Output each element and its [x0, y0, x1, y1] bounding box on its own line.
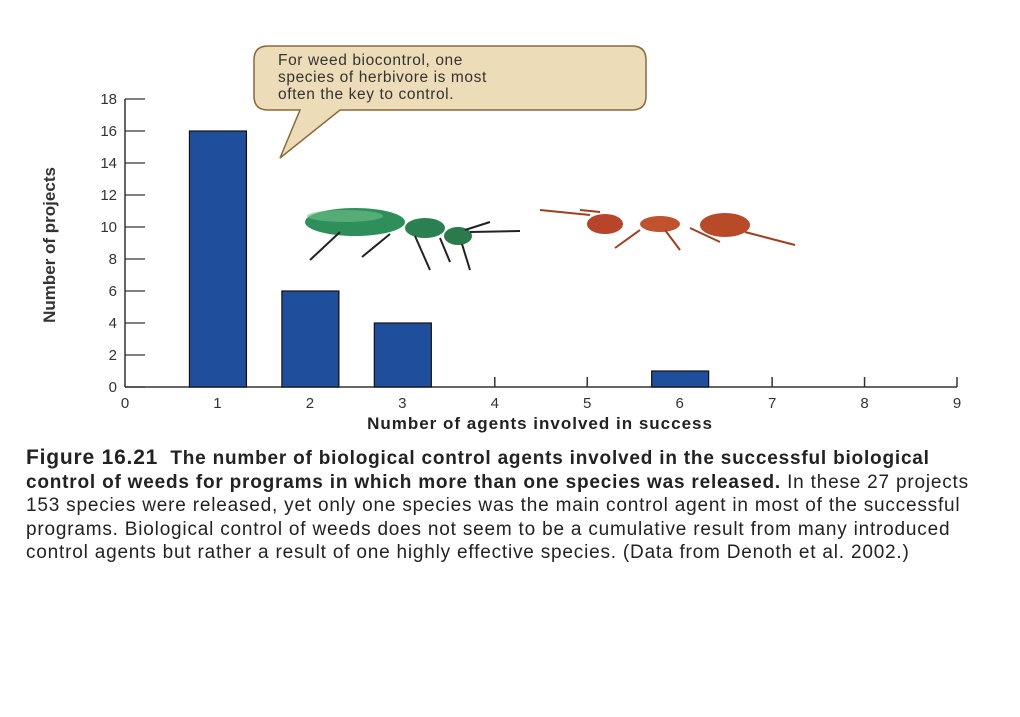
x-tick-label: 1: [213, 395, 221, 412]
bar-6: [651, 370, 710, 388]
figure-caption: Figure 16.21 The number of biological co…: [26, 446, 986, 565]
x-tick-label: 4: [491, 395, 499, 412]
beetle-icon: [305, 208, 521, 271]
axes: [124, 98, 958, 388]
bar-1: [188, 130, 248, 388]
callout-line: For weed biocontrol, one: [278, 52, 463, 69]
x-tick-label: 7: [768, 395, 776, 412]
figure-number: Figure 16.21: [26, 446, 159, 469]
y-tick-label: 18: [100, 91, 117, 108]
x-tick-label: 3: [398, 395, 406, 412]
x-tick-label: 0: [121, 395, 129, 412]
x-tick-label: 9: [953, 395, 961, 412]
x-tick-label: 8: [860, 395, 868, 412]
figure-body: In these 27 projects 153 species were re…: [26, 471, 969, 564]
x-axis-label: Number of agents involved in success: [367, 414, 713, 433]
x-tick-label: 6: [675, 395, 683, 412]
x-tick-labels: 0 1 2 3 4 5 6 7 8 9: [121, 395, 961, 412]
callout-bubble: [253, 45, 647, 159]
y-axis-label: Number of projects: [40, 167, 59, 323]
y-tick-label: 4: [109, 315, 117, 332]
callout-text: For weed biocontrol, one species of herb…: [278, 52, 487, 103]
y-tick-label: 2: [109, 347, 117, 364]
y-tick-label: 0: [109, 379, 117, 396]
bar-2: [281, 290, 340, 388]
x-tick-label: 5: [583, 395, 591, 412]
figure-title: The number of biological control agents …: [26, 448, 930, 493]
callout-line: species of herbivore is most: [278, 69, 487, 86]
ant-icon: [539, 209, 796, 251]
y-tick-label: 14: [100, 155, 117, 172]
y-tick-label: 12: [100, 187, 117, 204]
x-tick-label: 2: [306, 395, 314, 412]
y-tick-label: 16: [100, 123, 117, 140]
y-tick-label: 10: [100, 219, 117, 236]
y-tick-labels: 0 2 4 6 8 10 12 14 16 18: [100, 91, 117, 396]
bars: [188, 130, 710, 388]
y-tick-label: 8: [109, 251, 117, 268]
bar-3: [373, 322, 432, 388]
callout-line: often the key to control.: [278, 86, 455, 103]
y-tick-label: 6: [109, 283, 117, 300]
